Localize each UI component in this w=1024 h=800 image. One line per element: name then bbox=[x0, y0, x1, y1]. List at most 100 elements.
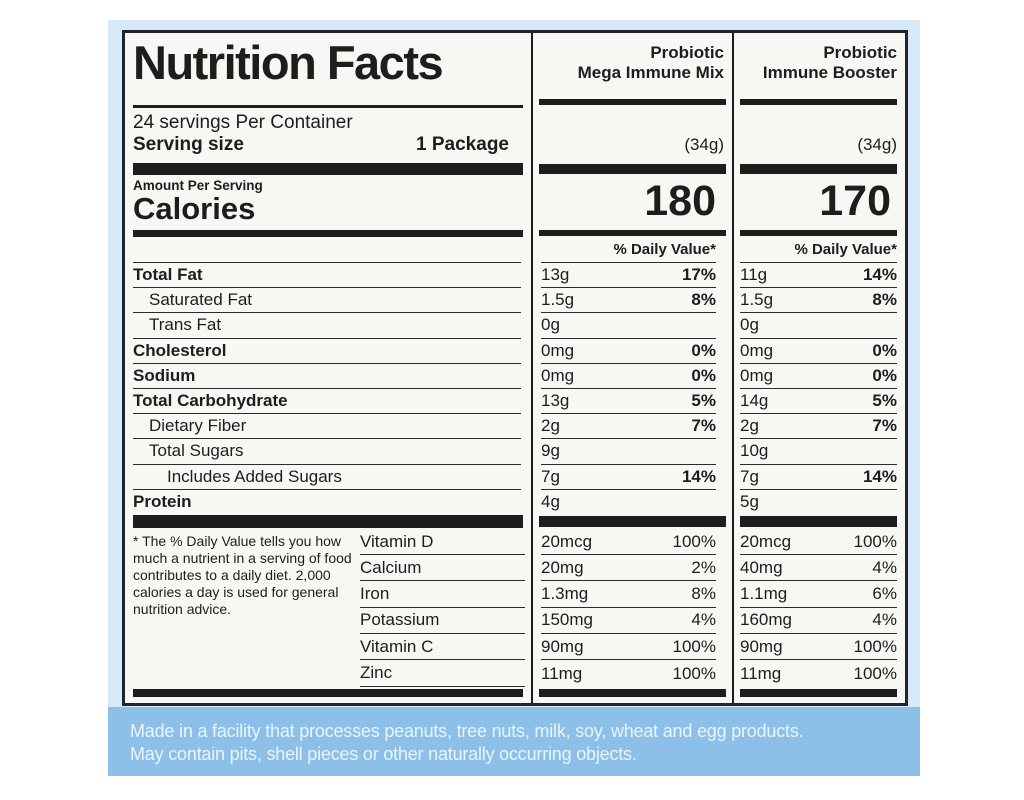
nutrient-dv: 0% bbox=[691, 365, 716, 385]
nutrient-row-cholesterol: Cholesterol 0mg 0% 0mg 0% bbox=[125, 339, 905, 364]
thick-bar bbox=[740, 164, 897, 174]
nutrient-name: Total Sugars bbox=[133, 439, 521, 465]
spacer bbox=[133, 237, 521, 263]
nutrient-row-added-sugars: Includes Added Sugars 7g 14% 7g 14% bbox=[125, 465, 905, 490]
thick-bar bbox=[133, 230, 523, 237]
vitamins-zone: * The % Daily Value tells you how much a… bbox=[125, 529, 905, 687]
product-2-serving-weight: (34g) bbox=[857, 135, 897, 154]
vitamin-amount: 11mg bbox=[541, 663, 583, 683]
vitamin-dv: 100% bbox=[853, 636, 897, 656]
nutrient-name: Includes Added Sugars bbox=[133, 465, 521, 490]
servings-per-container: 24 servings Per Container bbox=[133, 112, 353, 133]
vitamin-amount: 1.1mg bbox=[740, 584, 788, 604]
nutrient-row-dietary-fiber: Dietary Fiber 2g 7% 2g 7% bbox=[125, 414, 905, 440]
vitamin-name: Iron bbox=[360, 581, 525, 608]
nutrient-row-protein: Protein 4g 5g bbox=[125, 490, 905, 515]
thick-bar bbox=[740, 99, 897, 105]
thick-bar bbox=[133, 688, 523, 697]
daily-value-header-1: % Daily Value* bbox=[541, 237, 716, 263]
product-1-calories: 180 bbox=[644, 177, 716, 225]
vitamin-name: Calcium bbox=[360, 555, 525, 582]
vitamin-row-iron: Iron 1.3mg 8% 1.1mg 6% bbox=[125, 581, 905, 608]
spacer bbox=[125, 660, 360, 686]
serving-size-label: Serving size bbox=[133, 134, 244, 155]
label-title: Nutrition Facts bbox=[133, 36, 444, 89]
vitamin-row-potassium: Potassium 150mg 4% 160mg 4% bbox=[125, 608, 905, 635]
vitamin-dv: 6% bbox=[872, 584, 897, 604]
nutrient-name: Total Carbohydrate bbox=[133, 389, 521, 415]
thick-bar bbox=[740, 230, 897, 236]
calories-zone: Amount Per Serving Calories 180 170 bbox=[125, 176, 905, 237]
thick-bar bbox=[539, 515, 726, 527]
vitamin-dv: 4% bbox=[691, 610, 716, 630]
nutrient-amount: 14g bbox=[740, 391, 769, 411]
product-1-name-line1: Probiotic bbox=[650, 43, 724, 62]
nutrient-dv: 14% bbox=[681, 466, 716, 486]
product-2-name-line1: Probiotic bbox=[823, 43, 897, 62]
nutrient-name: Sodium bbox=[133, 364, 521, 389]
nutrient-name: Protein bbox=[133, 492, 192, 512]
label-header-zone: Nutrition Facts 24 servings Per Containe… bbox=[125, 33, 905, 176]
serving-size-row: Serving size 1 Package bbox=[133, 134, 509, 156]
thick-bar bbox=[539, 230, 726, 236]
nutrient-amount: 0mg bbox=[541, 365, 575, 385]
allergen-footer-band: Made in a facility that processes peanut… bbox=[108, 707, 920, 776]
nutrient-dv: 5% bbox=[691, 391, 716, 411]
vitamin-amount: 20mcg bbox=[541, 531, 593, 551]
nutrient-amount: 13g bbox=[541, 391, 570, 411]
vitamin-row-calcium: Calcium 20mg 2% 40mg 4% bbox=[125, 555, 905, 582]
title-rule bbox=[133, 105, 523, 108]
nutrient-dv: 0% bbox=[872, 340, 897, 360]
nutrient-row-total-fat: Total Fat 13g 17% 11g 14% bbox=[125, 263, 905, 289]
vitamin-dv: 100% bbox=[672, 636, 716, 656]
vitamin-dv: 100% bbox=[853, 663, 897, 683]
nutrient-name: Saturated Fat bbox=[133, 288, 521, 314]
nutrient-amount: 2g bbox=[740, 416, 759, 436]
nutrient-dv: 5% bbox=[872, 391, 897, 411]
nutrient-amount: 0mg bbox=[740, 365, 774, 385]
nutrient-amount: 0g bbox=[541, 315, 560, 335]
vitamin-amount: 20mg bbox=[541, 557, 584, 577]
vitamin-amount: 1.3mg bbox=[541, 584, 589, 604]
vitamin-dv: 2% bbox=[691, 557, 716, 577]
nutrient-row-trans-fat: Trans Fat 0g 0g bbox=[125, 313, 905, 339]
thick-bar bbox=[539, 688, 726, 697]
nutrient-row-total-sugars: Total Sugars 9g 10g bbox=[125, 439, 905, 465]
thick-bar bbox=[539, 99, 726, 105]
vitamin-dv: 4% bbox=[872, 610, 897, 630]
vitamin-amount: 90mg bbox=[541, 636, 584, 656]
nutrition-facts-label: Nutrition Facts 24 servings Per Containe… bbox=[122, 30, 908, 706]
protein-separator bbox=[125, 514, 905, 529]
calories-label: Calories bbox=[133, 191, 256, 226]
vitamin-row-vitamin-d: Vitamin D 20mcg 100% 20mcg 100% bbox=[125, 529, 905, 556]
nutrient-dv: 14% bbox=[862, 265, 897, 285]
vitamin-amount: 20mcg bbox=[740, 531, 792, 551]
nutrient-amount: 9g bbox=[541, 441, 560, 461]
vitamin-amount: 160mg bbox=[740, 610, 792, 630]
nutrient-amount: 13g bbox=[541, 265, 570, 285]
daily-value-header-2: % Daily Value* bbox=[740, 237, 897, 263]
nutrient-name: Cholesterol bbox=[133, 339, 521, 364]
nutrient-amount: 1.5g bbox=[541, 290, 575, 310]
spacer bbox=[125, 634, 360, 660]
daily-value-header-row: % Daily Value* % Daily Value* bbox=[125, 237, 905, 263]
product-1-serving-weight: (34g) bbox=[684, 135, 724, 154]
nutrient-amount: 0g bbox=[740, 315, 759, 335]
nutrient-dv: 8% bbox=[872, 290, 897, 310]
thick-bar bbox=[133, 514, 523, 528]
nutrient-dv: 14% bbox=[862, 466, 897, 486]
column-divider-2 bbox=[732, 33, 734, 703]
nutrient-name: Total Fat bbox=[133, 263, 521, 289]
thick-bar bbox=[740, 515, 897, 527]
nutrient-amount: 7g bbox=[541, 466, 560, 486]
vitamin-amount: 11mg bbox=[740, 663, 782, 683]
nutrient-amount: 0mg bbox=[541, 340, 575, 360]
vitamin-dv: 8% bbox=[691, 584, 716, 604]
vitamin-name: Vitamin D bbox=[360, 529, 525, 556]
nutrient-amount: 10g bbox=[740, 441, 769, 461]
amount-per-serving-label: Amount Per Serving bbox=[133, 178, 263, 193]
vitamin-dv: 4% bbox=[872, 557, 897, 577]
nutrient-amount: 4g bbox=[541, 492, 560, 512]
vitamin-row-zinc: Zinc 11mg 100% 11mg 100% bbox=[125, 660, 905, 687]
product-2-calories: 170 bbox=[819, 177, 891, 225]
